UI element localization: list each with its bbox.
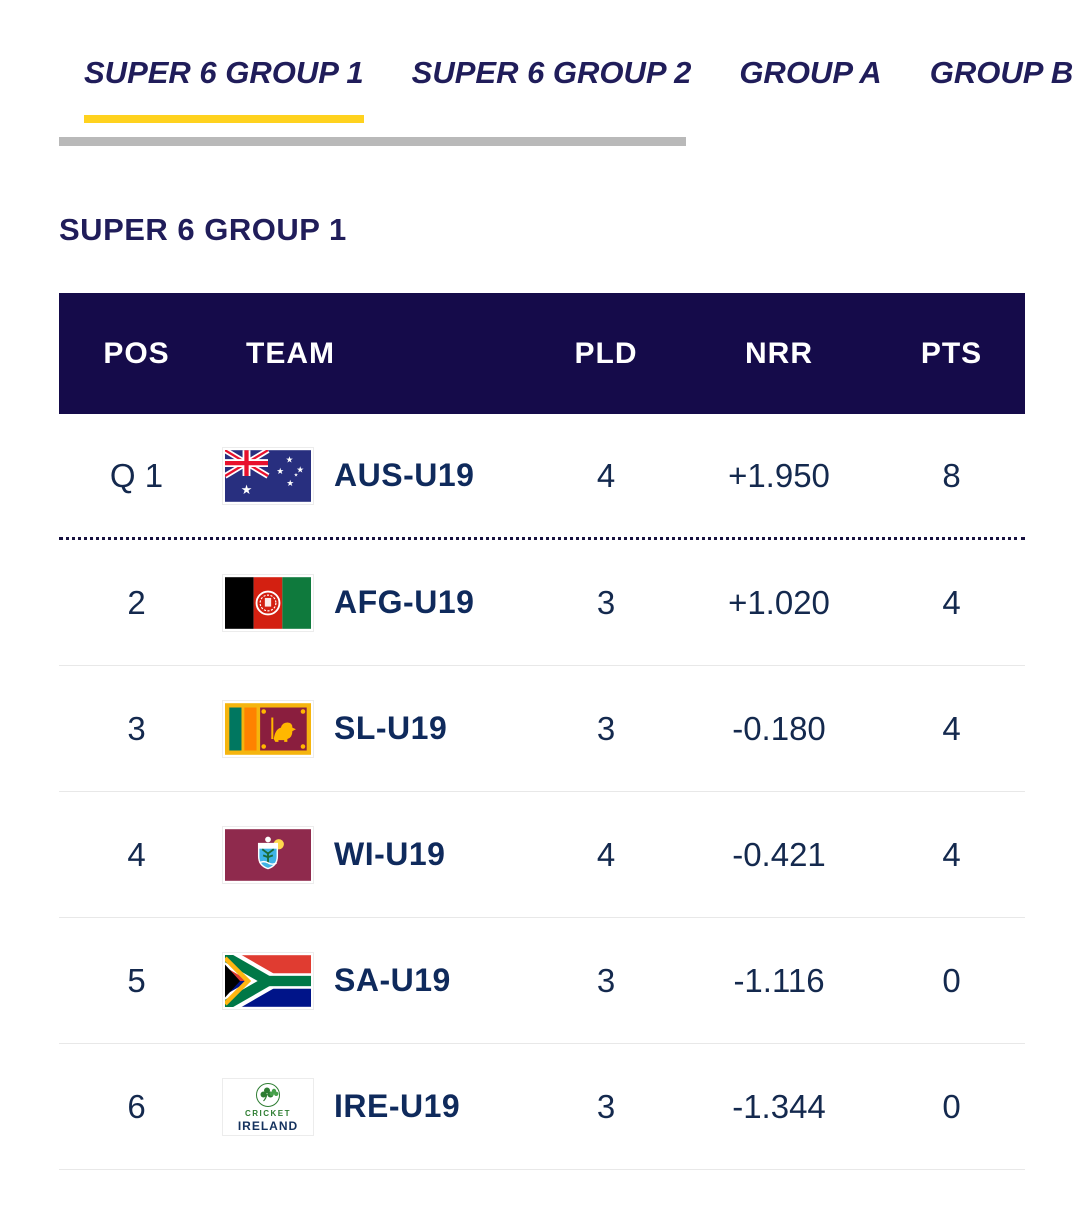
team-cell: SL-U19: [214, 699, 532, 758]
table-row[interactable]: 3 SL-U19 3 -0.180 4: [59, 666, 1025, 792]
sri-lanka-flag: [225, 702, 311, 755]
table-body: Q 1 ★ ★ ★ ★ ★ ★ AUS-U19 4 +1.950 8 2 AFG…: [59, 414, 1025, 1170]
position-cell: 5: [127, 961, 146, 999]
cricket-ireland-text-ireland: IRELAND: [237, 1118, 299, 1133]
svg-text:★: ★: [294, 472, 299, 478]
position-cell: 2: [127, 583, 146, 621]
team-name: AFG-U19: [334, 584, 475, 620]
position-cell: 6: [127, 1087, 146, 1125]
australia-flag: ★ ★ ★ ★ ★ ★: [225, 449, 311, 502]
col-header-nrr: NRR: [745, 336, 813, 370]
played-cell: 4: [596, 835, 616, 873]
tab-group-b[interactable]: GROUP B: [929, 55, 1074, 90]
cricket-ireland-text-cricket: CRICKET: [244, 1108, 292, 1118]
table-header-row: POS TEAM PLD NRR PTS: [59, 293, 1025, 414]
played-cell: 4: [596, 456, 616, 494]
played-cell: 3: [596, 583, 616, 621]
table-row[interactable]: 4 WI-U19 4 -0.421 4: [59, 792, 1025, 918]
table-row[interactable]: 6 CRICKET IRELAND IRE-U19 3 -1.344 0: [59, 1044, 1025, 1170]
played-cell: 3: [596, 961, 616, 999]
tab-super-6-group-1[interactable]: SUPER 6 GROUP 1: [84, 55, 364, 123]
net-run-rate-cell: -1.344: [732, 1087, 826, 1125]
team-name: AUS-U19: [334, 457, 475, 493]
team-cell: CRICKET IRELAND IRE-U19: [214, 1077, 532, 1136]
net-run-rate-cell: -0.180: [732, 709, 826, 747]
south-africa-flag: [225, 954, 311, 1007]
tab-super-6-group-2[interactable]: SUPER 6 GROUP 2: [411, 55, 692, 90]
svg-text:★: ★: [296, 465, 304, 475]
position-cell: 3: [127, 709, 146, 747]
net-run-rate-cell: +1.950: [728, 456, 830, 494]
table-row[interactable]: 2 AFG-U19 3 +1.020 4: [59, 540, 1025, 666]
table-row[interactable]: 5 SA-U19 3 -1.116 0: [59, 918, 1025, 1044]
col-header-pos: POS: [103, 336, 170, 370]
team-name: IRE-U19: [334, 1088, 461, 1124]
shamrock-icon: [256, 1082, 280, 1107]
australia-flag: ★ ★ ★ ★ ★ ★: [222, 446, 314, 505]
table-row[interactable]: Q 1 ★ ★ ★ ★ ★ ★ AUS-U19 4 +1.950 8: [59, 414, 1025, 540]
col-header-pts: PTS: [920, 336, 983, 370]
afghanistan-flag: [222, 573, 314, 632]
team-cell: SA-U19: [214, 951, 532, 1010]
points-cell: 4: [942, 583, 961, 621]
team-name: SA-U19: [334, 962, 451, 998]
tab-group-a[interactable]: GROUP A: [739, 55, 882, 90]
team-name: SL-U19: [334, 710, 448, 746]
points-cell: 0: [942, 1087, 961, 1125]
tabs-scrollbar-thumb[interactable]: [59, 137, 686, 146]
cricket-ireland-logo: CRICKET IRELAND: [225, 1081, 311, 1133]
south-africa-flag: [222, 951, 314, 1010]
points-cell: 4: [942, 709, 961, 747]
svg-text:★: ★: [286, 455, 294, 465]
team-name: WI-U19: [334, 836, 446, 872]
svg-text:★: ★: [286, 479, 294, 489]
svg-text:★: ★: [276, 466, 284, 476]
sri-lanka-flag: [222, 699, 314, 758]
group-tab-strip: SUPER 6 GROUP 1 SUPER 6 GROUP 2 GROUP A …: [0, 55, 1080, 123]
points-cell: 4: [942, 835, 961, 873]
col-header-team: TEAM: [246, 336, 335, 370]
standings-table: POS TEAM PLD NRR PTS Q 1 ★ ★ ★ ★ ★ ★ AUS…: [59, 293, 1025, 1170]
played-cell: 3: [596, 709, 616, 747]
played-cell: 3: [596, 1087, 616, 1125]
col-header-pld: PLD: [574, 336, 638, 370]
section-title: SUPER 6 GROUP 1: [59, 212, 347, 247]
team-cell: WI-U19: [214, 825, 532, 884]
west-indies-flag: [225, 828, 311, 881]
points-cell: 0: [942, 961, 961, 999]
net-run-rate-cell: -1.116: [733, 961, 825, 999]
net-run-rate-cell: +1.020: [728, 583, 830, 621]
position-cell: 4: [127, 835, 146, 873]
net-run-rate-cell: -0.421: [732, 835, 826, 873]
ireland-crest: CRICKET IRELAND: [222, 1077, 314, 1136]
points-cell: 8: [942, 456, 961, 494]
west-indies-flag: [222, 825, 314, 884]
team-cell: ★ ★ ★ ★ ★ ★ AUS-U19: [214, 446, 532, 505]
svg-text:★: ★: [241, 482, 253, 497]
team-cell: AFG-U19: [214, 573, 532, 632]
position-cell: Q 1: [109, 456, 164, 494]
afghanistan-flag: [225, 576, 311, 629]
